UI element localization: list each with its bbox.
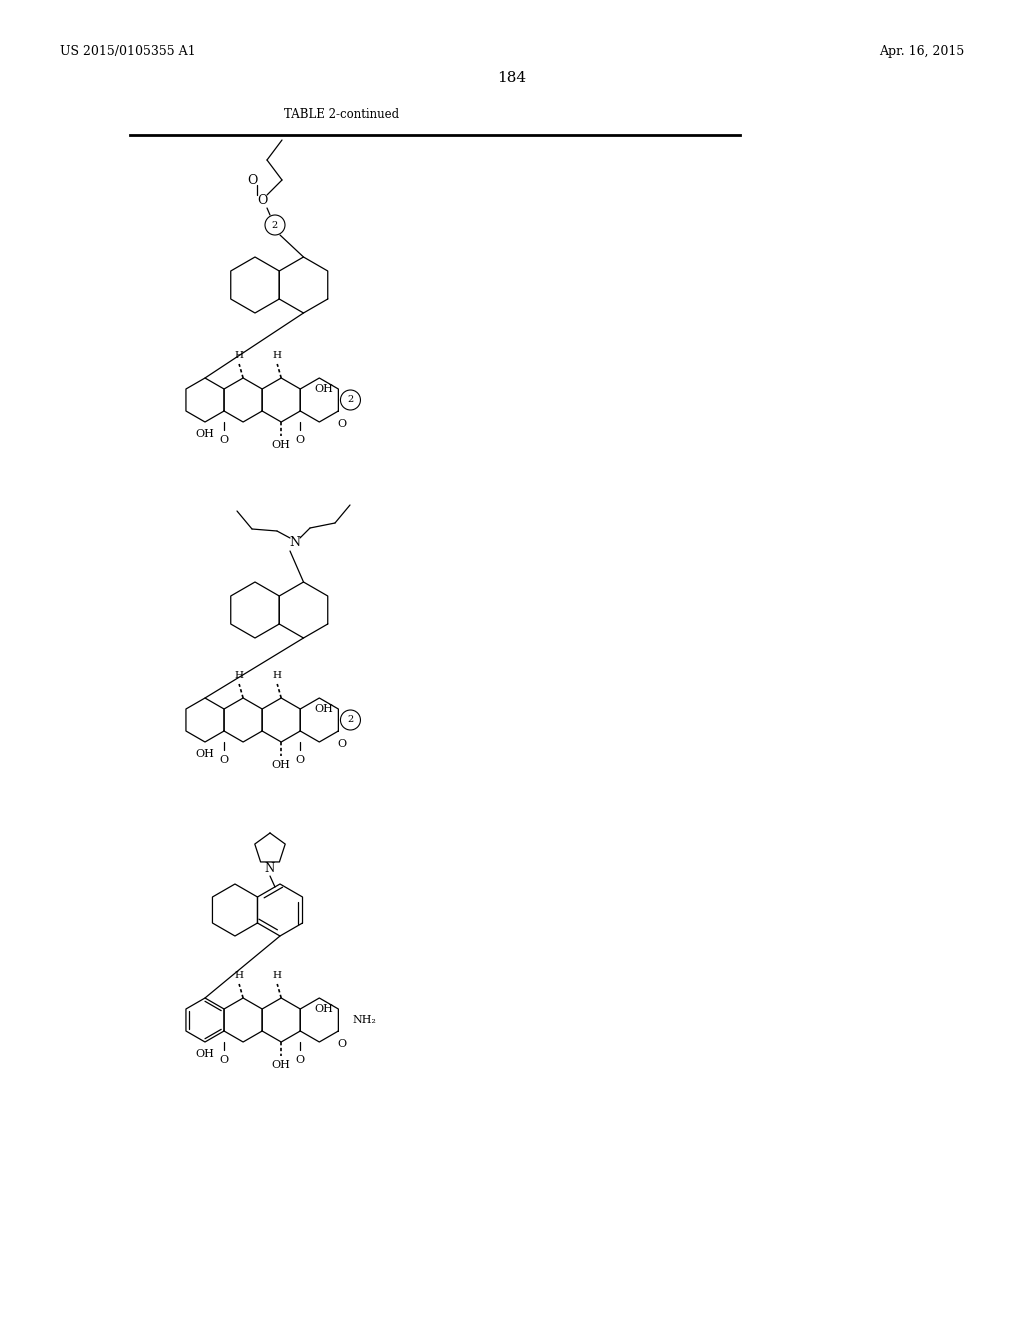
Text: H: H xyxy=(234,351,244,360)
Text: OH: OH xyxy=(271,440,291,450)
Text: NH₂: NH₂ xyxy=(352,1015,377,1026)
Text: O: O xyxy=(257,194,267,206)
Text: 2: 2 xyxy=(347,396,353,404)
Text: 2: 2 xyxy=(272,220,279,230)
Text: OH: OH xyxy=(314,384,333,393)
Text: H: H xyxy=(272,972,282,981)
Text: OH: OH xyxy=(196,1049,214,1059)
Text: O: O xyxy=(219,436,228,445)
Text: OH: OH xyxy=(314,1005,333,1014)
Text: H: H xyxy=(272,672,282,681)
Text: O: O xyxy=(296,755,305,766)
Text: O: O xyxy=(338,739,347,750)
Text: Apr. 16, 2015: Apr. 16, 2015 xyxy=(879,45,964,58)
Text: O: O xyxy=(338,1039,347,1049)
Text: O: O xyxy=(296,1055,305,1065)
Text: H: H xyxy=(272,351,282,360)
Text: OH: OH xyxy=(196,429,214,440)
Text: H: H xyxy=(234,972,244,981)
Text: US 2015/0105355 A1: US 2015/0105355 A1 xyxy=(60,45,196,58)
Text: OH: OH xyxy=(196,748,214,759)
Text: OH: OH xyxy=(271,1060,291,1071)
Text: 184: 184 xyxy=(498,71,526,84)
Text: H: H xyxy=(234,672,244,681)
Text: O: O xyxy=(296,436,305,445)
Text: O: O xyxy=(338,420,347,429)
Text: N: N xyxy=(290,536,300,549)
Text: 2: 2 xyxy=(347,715,353,725)
Text: TABLE 2-continued: TABLE 2-continued xyxy=(285,108,399,121)
Text: O: O xyxy=(219,755,228,766)
Text: O: O xyxy=(247,173,257,186)
Text: N: N xyxy=(265,862,275,874)
Text: OH: OH xyxy=(271,760,291,770)
Text: O: O xyxy=(219,1055,228,1065)
Text: OH: OH xyxy=(314,704,333,714)
